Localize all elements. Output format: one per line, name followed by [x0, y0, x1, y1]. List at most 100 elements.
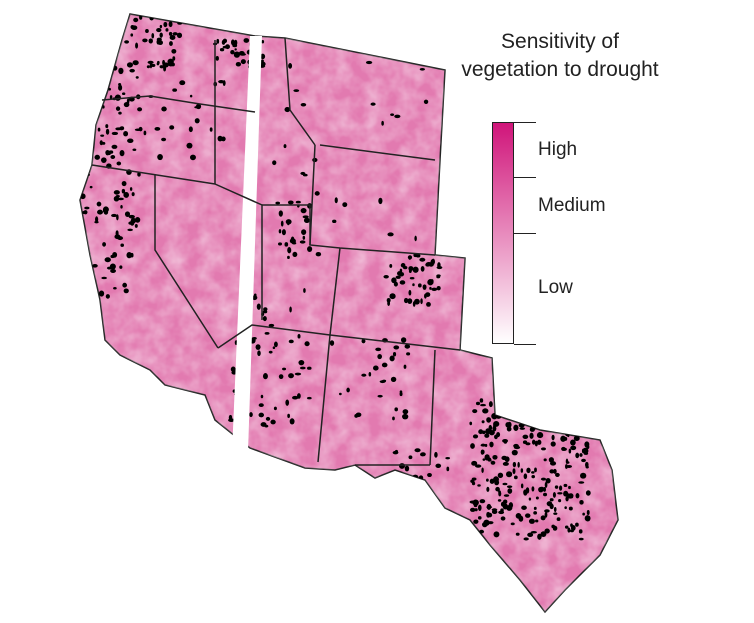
- map-dot: [216, 38, 220, 44]
- map-dot: [520, 483, 524, 489]
- map-dot: [101, 141, 106, 145]
- map-dot: [504, 409, 507, 415]
- map-dot: [96, 201, 102, 207]
- state-border: [329, 247, 341, 336]
- map-dot: [332, 219, 337, 224]
- map-dot: [194, 118, 200, 124]
- map-dot: [120, 243, 124, 247]
- map-dot: [80, 260, 84, 264]
- map-dot: [80, 98, 85, 105]
- map-dot: [105, 124, 109, 129]
- map-dot: [113, 286, 117, 290]
- map-dot: [338, 392, 342, 396]
- map-dot: [579, 453, 583, 457]
- map-dot: [553, 512, 558, 515]
- map-dot: [260, 394, 264, 399]
- map-dot: [581, 458, 586, 463]
- map-dot: [534, 467, 537, 473]
- map-dot: [377, 394, 383, 398]
- map-dot: [530, 530, 537, 534]
- map-dot: [500, 516, 506, 521]
- map-dot: [302, 173, 308, 177]
- map-dot: [553, 527, 557, 531]
- map-dot: [85, 107, 90, 111]
- map-dot: [132, 148, 137, 152]
- map-dot: [334, 197, 338, 204]
- map-dot: [342, 202, 348, 208]
- map-dot: [563, 426, 570, 431]
- data-gap-stripe: [232, 36, 262, 452]
- map-dot: [297, 333, 301, 339]
- map-dot: [475, 401, 481, 406]
- map-dot: [431, 287, 438, 291]
- map-dot: [209, 127, 213, 132]
- map-dot: [116, 214, 119, 221]
- map-dot: [429, 286, 432, 290]
- map-dot: [585, 410, 588, 415]
- map-dot: [121, 180, 127, 187]
- map-dot: [186, 142, 193, 149]
- map-dot: [114, 94, 121, 101]
- map-dot: [284, 242, 289, 247]
- map-dot: [373, 365, 379, 371]
- map-dot: [107, 49, 114, 53]
- map-dot: [163, 65, 167, 72]
- map-dot: [522, 408, 528, 414]
- map-dot: [407, 298, 413, 305]
- map-dot: [422, 284, 427, 290]
- map-dot: [167, 58, 174, 65]
- state-border: [319, 144, 436, 161]
- map-dot: [115, 127, 122, 131]
- map-dot: [189, 94, 193, 98]
- map-dot: [105, 128, 110, 135]
- map-dot: [419, 67, 425, 71]
- map-dot: [288, 62, 293, 69]
- map-dot: [238, 50, 245, 56]
- map-dot: [156, 62, 160, 66]
- map-dot: [535, 519, 539, 523]
- map-dot: [101, 157, 107, 164]
- map-dot: [523, 473, 528, 480]
- map-dot: [561, 446, 566, 451]
- map-dot: [426, 302, 431, 307]
- map-dot: [568, 506, 573, 511]
- map-dot: [400, 263, 406, 268]
- map-dot: [528, 497, 532, 501]
- map-dot: [92, 97, 97, 102]
- map-dot: [114, 48, 118, 53]
- map-dot: [365, 60, 373, 65]
- legend-label-medium: Medium: [538, 195, 606, 216]
- map-dot: [394, 407, 398, 412]
- map-dot: [554, 485, 559, 489]
- map-dot: [412, 283, 415, 287]
- map-dot: [288, 339, 294, 344]
- map-dot: [436, 275, 441, 279]
- map-dot: [230, 366, 236, 372]
- map-dot: [389, 264, 393, 268]
- map-dot: [383, 274, 389, 279]
- map-dot: [578, 537, 584, 541]
- map-dot: [584, 441, 590, 448]
- map-dot: [578, 426, 583, 432]
- map-dot: [161, 106, 167, 112]
- map-dot: [287, 247, 292, 254]
- map-dot: [403, 364, 407, 369]
- map-dot: [397, 271, 402, 276]
- map-dot: [257, 350, 261, 357]
- legend-label-high: High: [538, 139, 578, 160]
- map-dot: [101, 53, 107, 59]
- map-dot: [479, 398, 484, 403]
- map-dot: [575, 522, 579, 527]
- map-dot: [130, 252, 134, 258]
- map-dot: [399, 390, 403, 393]
- map-dot: [135, 42, 139, 49]
- map-dot: [83, 130, 90, 137]
- map-dot: [402, 413, 409, 420]
- map-dot: [513, 475, 518, 480]
- map-dot: [510, 522, 515, 526]
- map-dot: [519, 410, 522, 414]
- map-dot: [555, 416, 561, 423]
- map-dot: [544, 511, 548, 518]
- map-dot: [420, 452, 425, 457]
